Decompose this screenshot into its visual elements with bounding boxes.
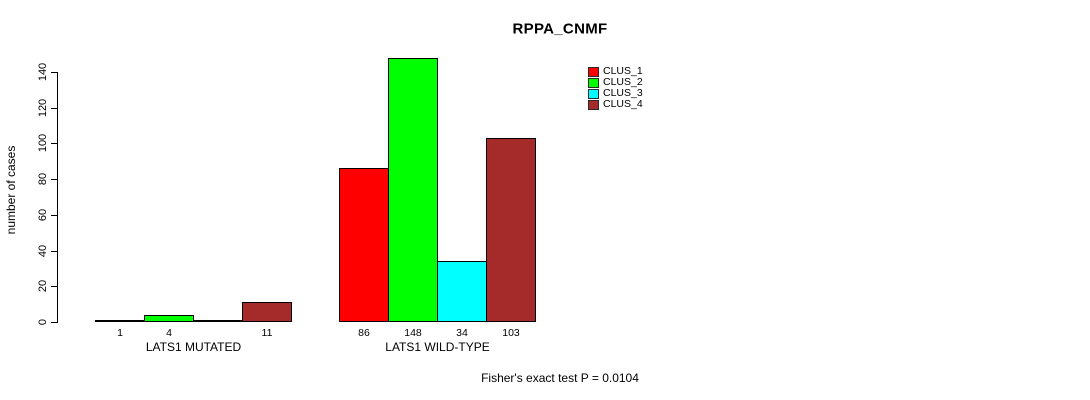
y-tick-mark bbox=[51, 143, 57, 144]
chart-title: RPPA_CNMF bbox=[512, 20, 608, 38]
y-tick-label: 80 bbox=[37, 172, 49, 186]
bar-value-label: 86 bbox=[358, 327, 370, 339]
legend-item: CLUS_1 bbox=[588, 66, 643, 77]
y-tick-label: 60 bbox=[37, 208, 49, 222]
y-tick-mark bbox=[51, 179, 57, 180]
legend-swatch-clus_2 bbox=[588, 77, 599, 88]
y-tick-mark bbox=[51, 322, 57, 323]
y-tick-mark bbox=[51, 72, 57, 73]
y-tick-mark bbox=[51, 251, 57, 252]
legend-label: CLUS_4 bbox=[603, 98, 643, 110]
legend-swatch-clus_1 bbox=[588, 66, 599, 77]
bar-clus_2-1 bbox=[144, 315, 194, 322]
y-tick-label: 120 bbox=[37, 98, 49, 118]
bar-clus_4-2 bbox=[486, 138, 536, 322]
legend: CLUS_1 CLUS_2 CLUS_3 CLUS_4 bbox=[588, 66, 643, 110]
legend-swatch-clus_3 bbox=[588, 88, 599, 99]
legend-label: CLUS_3 bbox=[603, 87, 643, 99]
bar-clus_3-2 bbox=[437, 261, 487, 322]
bar-clus_2-2 bbox=[388, 58, 438, 322]
fisher-test-annotation: Fisher's exact test P = 0.0104 bbox=[481, 371, 639, 385]
bar-value-label: 4 bbox=[166, 327, 172, 339]
bar-value-label: 103 bbox=[502, 327, 520, 339]
y-tick-mark bbox=[51, 286, 57, 287]
bar-value-label: 148 bbox=[404, 327, 422, 339]
legend-item: CLUS_4 bbox=[588, 99, 643, 110]
y-axis-label: number of cases bbox=[4, 145, 18, 235]
bar-clus_3-1 bbox=[193, 320, 243, 322]
legend-label: CLUS_2 bbox=[603, 76, 643, 88]
y-tick-mark bbox=[51, 215, 57, 216]
legend-item: CLUS_3 bbox=[588, 88, 643, 99]
bar-clus_1-1 bbox=[95, 320, 145, 322]
y-tick-label: 0 bbox=[37, 318, 49, 326]
bar-value-label: 34 bbox=[456, 327, 468, 339]
y-tick-label: 140 bbox=[37, 62, 49, 82]
x-group-label: LATS1 MUTATED bbox=[145, 340, 242, 354]
legend-label: CLUS_1 bbox=[603, 65, 643, 77]
y-tick-label: 100 bbox=[37, 133, 49, 153]
legend-item: CLUS_2 bbox=[588, 77, 643, 88]
y-tick-mark bbox=[51, 108, 57, 109]
bar-value-label: 1 bbox=[117, 327, 123, 339]
legend-swatch-clus_4 bbox=[588, 99, 599, 110]
y-tick-label: 20 bbox=[37, 279, 49, 293]
bar-clus_1-2 bbox=[339, 168, 389, 322]
bar-value-label: 11 bbox=[261, 327, 273, 339]
y-tick-label: 40 bbox=[37, 244, 49, 258]
bar-clus_4-1 bbox=[242, 302, 292, 322]
x-group-label: LATS1 WILD-TYPE bbox=[385, 340, 490, 354]
y-axis-line bbox=[57, 72, 58, 323]
